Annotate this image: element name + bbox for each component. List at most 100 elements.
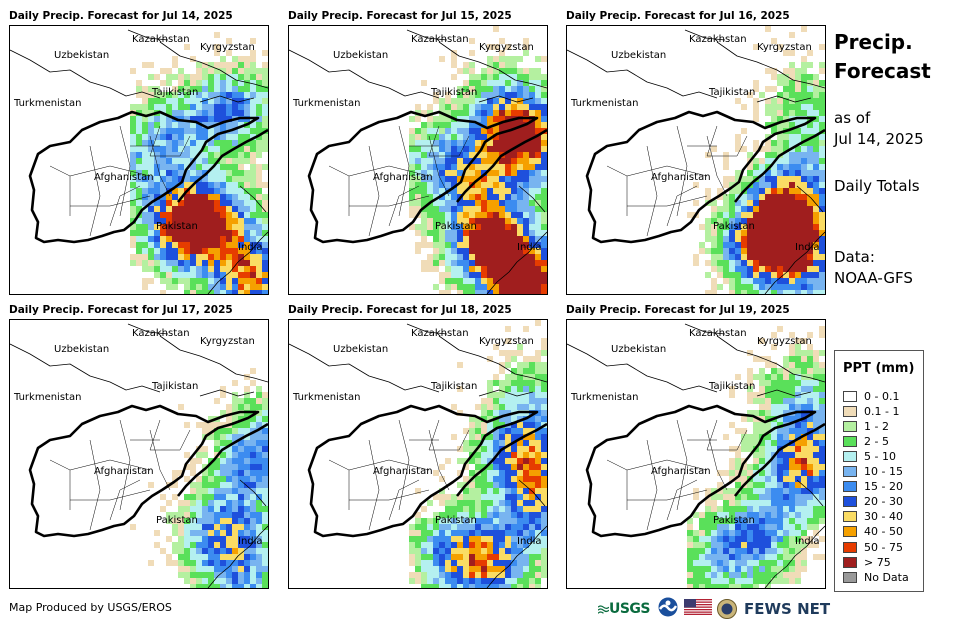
- legend-swatch: [843, 571, 857, 583]
- panel-title-5: Daily Precip. Forecast for Jul 18, 2025: [288, 304, 512, 316]
- country-label-uzbekistan: Uzbekistan: [333, 50, 389, 61]
- legend-swatch: [843, 496, 857, 508]
- legend-item: 10 - 15: [843, 465, 903, 479]
- country-label-pakistan: Pakistan: [435, 515, 477, 526]
- side-title: Precip. Forecast: [834, 30, 931, 83]
- legend-label: 40 - 50: [864, 525, 903, 539]
- legend-label: 10 - 15: [864, 465, 903, 478]
- pakistan-afghanistan-border: [455, 422, 547, 497]
- precip-map-svg: [10, 323, 268, 588]
- country-label-tajikistan: Tajikistan: [431, 381, 478, 392]
- neighbor-borders: [10, 29, 268, 103]
- pakistan-afghanistan-border: [455, 128, 547, 203]
- country-label-afghanistan: Afghanistan: [651, 466, 711, 477]
- precip-map-svg: [289, 26, 547, 294]
- legend-item: 15 - 20: [843, 480, 903, 494]
- usgs-logo: USGS: [598, 597, 651, 621]
- country-label-uzbekistan: Uzbekistan: [54, 344, 110, 355]
- legend-swatch: [843, 466, 857, 477]
- country-label-uzbekistan: Uzbekistan: [333, 344, 389, 355]
- country-label-pakistan: Pakistan: [713, 221, 755, 232]
- panel-title-2: Daily Precip. Forecast for Jul 15, 2025: [288, 10, 512, 22]
- legend-swatch: [843, 450, 857, 462]
- precip-map-svg: [567, 26, 825, 294]
- map-panel-5: Kazakhstan Kyrgyzstan Uzbekistan Tajikistan…: [288, 319, 548, 589]
- province-borders: [606, 125, 748, 237]
- legend-item: 40 - 50: [843, 525, 903, 539]
- legend-item: > 75: [843, 555, 891, 569]
- country-label-uzbekistan: Uzbekistan: [54, 50, 110, 61]
- data-source-text: Data: NOAA-GFS: [834, 248, 913, 287]
- legend-swatch: [843, 435, 857, 447]
- country-label-tajikistan: Tajikistan: [152, 87, 199, 98]
- country-label-uzbekistan: Uzbekistan: [611, 344, 667, 355]
- legend-label: No Data: [864, 570, 909, 584]
- country-label-turkmenistan: Turkmenistan: [14, 98, 82, 109]
- legend-label: 5 - 10: [864, 449, 896, 463]
- noaa-logo: [658, 597, 678, 621]
- legend-label: 20 - 30: [864, 495, 903, 509]
- afghanistan-border: [307, 110, 539, 244]
- country-label-kyrgyzstan: Kyrgyzstan: [757, 336, 812, 347]
- neighbor-borders: [289, 29, 547, 103]
- map-panel-6: Kazakhstan Kyrgyzstan Uzbekistan Tajikistan…: [566, 319, 826, 589]
- legend-swatch: [843, 481, 857, 493]
- pakistan-afghanistan-border: [176, 128, 268, 203]
- panel-title-4: Daily Precip. Forecast for Jul 17, 2025: [9, 304, 233, 316]
- country-label-tajikistan: Tajikistan: [152, 381, 199, 392]
- legend-swatch: [843, 526, 857, 538]
- india-border: [486, 185, 547, 294]
- neighbor-borders: [10, 323, 268, 397]
- legend-item: 1 - 2: [843, 419, 889, 433]
- province-borders: [49, 419, 191, 531]
- province-borders: [328, 419, 470, 531]
- legend-swatch: [843, 541, 857, 553]
- legend-swatch: [843, 556, 857, 568]
- precip-map-svg: [567, 323, 825, 588]
- country-label-india: India: [238, 242, 263, 253]
- country-label-turkmenistan: Turkmenistan: [571, 98, 639, 109]
- india-border: [486, 479, 547, 588]
- map-panel-2: Kazakhstan Kyrgyzstan Uzbekistan Tajikistan…: [288, 25, 548, 295]
- legend-label: 0.1 - 1: [864, 404, 900, 418]
- state-dept-seal-icon: [717, 599, 737, 623]
- afghanistan-border: [28, 110, 260, 244]
- india-border: [207, 479, 268, 588]
- pakistan-afghanistan-border: [733, 128, 825, 203]
- map-panel-3: Kazakhstan Kyrgyzstan Uzbekistan Tajikistan…: [566, 25, 826, 295]
- legend-label: 2 - 5: [864, 434, 889, 448]
- country-label-afghanistan: Afghanistan: [651, 172, 711, 183]
- country-label-turkmenistan: Turkmenistan: [571, 392, 639, 403]
- country-label-india: India: [238, 536, 263, 547]
- country-label-afghanistan: Afghanistan: [373, 466, 433, 477]
- india-border: [207, 185, 268, 294]
- country-label-pakistan: Pakistan: [713, 515, 755, 526]
- legend-swatch: [843, 420, 857, 432]
- country-label-kazakhstan: Kazakhstan: [132, 328, 190, 339]
- province-borders: [328, 125, 470, 237]
- legend-item: 20 - 30: [843, 495, 903, 509]
- map-panel-4: Kazakhstan Kyrgyzstan Uzbekistan Tajikistan…: [9, 319, 269, 589]
- afghanistan-border: [585, 110, 817, 244]
- legend-item: 30 - 40: [843, 510, 903, 524]
- country-label-kyrgyzstan: Kyrgyzstan: [200, 336, 255, 347]
- country-label-kyrgyzstan: Kyrgyzstan: [479, 336, 534, 347]
- as-of-text: as of Jul 14, 2025: [834, 109, 924, 148]
- country-label-india: India: [795, 536, 820, 547]
- country-label-kyrgyzstan: Kyrgyzstan: [757, 42, 812, 53]
- india-border: [764, 185, 825, 294]
- country-label-uzbekistan: Uzbekistan: [611, 50, 667, 61]
- pakistan-afghanistan-border: [733, 422, 825, 497]
- country-label-india: India: [795, 242, 820, 253]
- legend-item: No Data: [843, 570, 909, 584]
- country-label-afghanistan: Afghanistan: [94, 172, 154, 183]
- country-label-kazakhstan: Kazakhstan: [411, 34, 469, 45]
- panel-title-3: Daily Precip. Forecast for Jul 16, 2025: [566, 10, 790, 22]
- country-label-turkmenistan: Turkmenistan: [14, 392, 82, 403]
- precip-map-svg: [10, 29, 268, 294]
- legend-label: 50 - 75: [864, 540, 903, 554]
- legend-swatch: [843, 390, 857, 402]
- country-label-tajikistan: Tajikistan: [709, 87, 756, 98]
- legend-item: 0.1 - 1: [843, 404, 899, 418]
